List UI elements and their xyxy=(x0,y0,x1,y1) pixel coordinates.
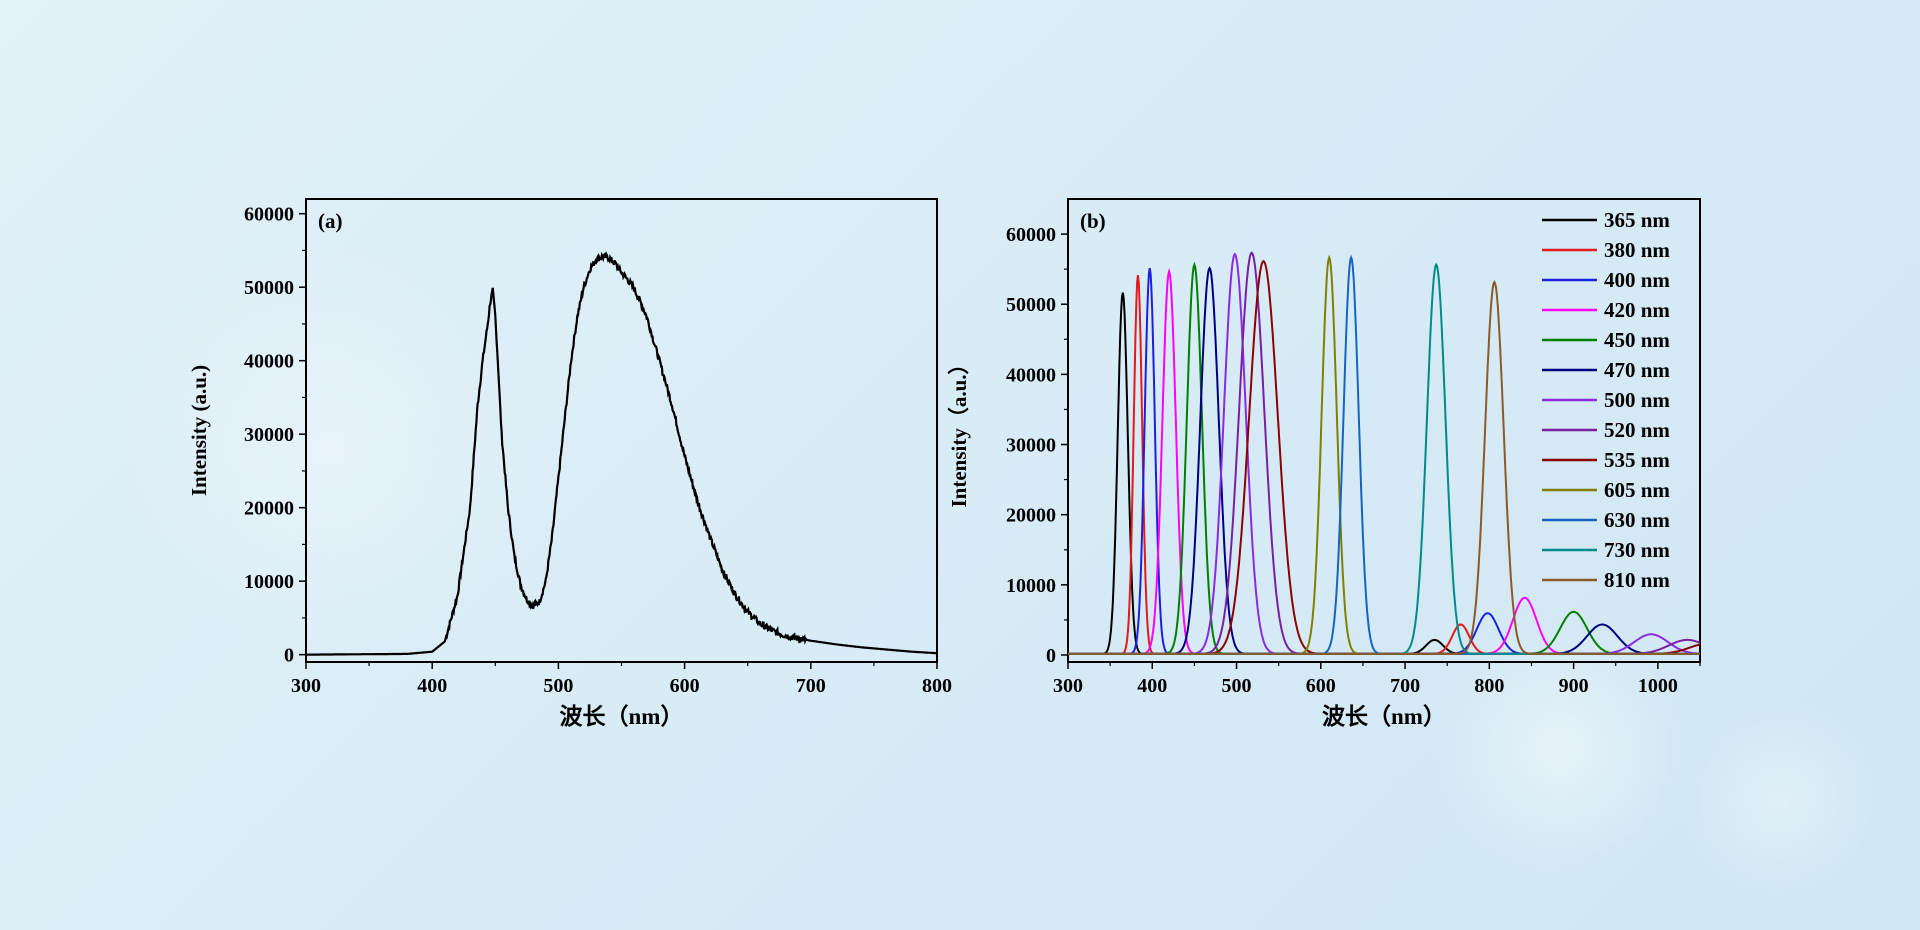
legend-label: 400 nm xyxy=(1604,268,1670,292)
plot-area xyxy=(306,251,937,656)
legend-label: 420 nm xyxy=(1604,298,1670,322)
y-axis-label: Intensity (a.u.) xyxy=(187,365,211,496)
x-axis-label: 波长（nm） xyxy=(560,703,684,729)
x-tick-label: 600 xyxy=(1306,675,1336,697)
x-tick-label: 300 xyxy=(1053,675,1083,697)
legend-label: 605 nm xyxy=(1604,478,1670,502)
y-tick-label: 10000 xyxy=(1006,575,1056,597)
legend-label: 365 nm xyxy=(1604,208,1670,232)
chart-panel-a: 300 400 500 600 700 800 0 10000 20000 30000 40000 5… xyxy=(187,198,952,729)
x-tick-label: 900 xyxy=(1559,675,1589,697)
y-tick-label: 20000 xyxy=(244,498,294,520)
legend-label: 500 nm xyxy=(1604,388,1670,412)
y-tick-label: 50000 xyxy=(244,277,294,299)
x-tick-label: 300 xyxy=(291,675,321,697)
y-tick-label: 50000 xyxy=(1006,294,1056,316)
legend-label: 520 nm xyxy=(1604,418,1670,442)
legend-label: 630 nm xyxy=(1604,508,1670,532)
y-tick-label: 60000 xyxy=(1006,224,1056,246)
y-tick-label: 60000 xyxy=(244,204,294,226)
legend-label: 470 nm xyxy=(1604,358,1670,382)
y-tick-label: 20000 xyxy=(1006,505,1056,527)
x-tick-label: 600 xyxy=(670,675,700,697)
x-tick-label: 400 xyxy=(1137,675,1167,697)
y-tick-label: 0 xyxy=(1046,645,1056,667)
panel-label: (a) xyxy=(318,209,343,233)
plot-frame xyxy=(305,198,938,663)
legend-label: 730 nm xyxy=(1604,538,1670,562)
x-tick-label: 700 xyxy=(796,675,826,697)
x-tick-label: 800 xyxy=(922,675,952,697)
emission-spectrum-line xyxy=(306,251,937,656)
x-tick-label: 700 xyxy=(1390,675,1420,697)
x-axis-label: 波长（nm） xyxy=(1322,703,1446,729)
panel-label: (b) xyxy=(1080,209,1106,233)
x-tick-label: 800 xyxy=(1474,675,1504,697)
y-tick-label: 40000 xyxy=(244,351,294,373)
x-tick-label: 500 xyxy=(543,675,573,697)
y-tick-label: 30000 xyxy=(244,424,294,446)
x-tick-label: 1000 xyxy=(1638,675,1678,697)
y-tick-label: 10000 xyxy=(244,571,294,593)
x-tick-label: 400 xyxy=(417,675,447,697)
legend-label: 535 nm xyxy=(1604,448,1670,472)
series-line-810nm xyxy=(1068,279,1700,655)
y-tick-label: 40000 xyxy=(1006,364,1056,386)
y-axis-label: Intensity（a.u.） xyxy=(947,353,971,507)
x-tick-label: 500 xyxy=(1222,675,1252,697)
legend: 365 nm 380 nm 400 nm 420 nm 450 nm 470 nm 500 … xyxy=(1542,208,1670,592)
legend-label: 380 nm xyxy=(1604,238,1670,262)
y-tick-label: 30000 xyxy=(1006,435,1056,457)
y-tick-label: 0 xyxy=(284,645,294,667)
plot-area xyxy=(1068,251,1700,655)
chart-panel-b: 300 400 500 600 700 800 900 1000010000200003000… xyxy=(947,198,1701,729)
legend-label: 450 nm xyxy=(1604,328,1670,352)
legend-label: 810 nm xyxy=(1604,568,1670,592)
plot-frame xyxy=(1067,198,1701,663)
